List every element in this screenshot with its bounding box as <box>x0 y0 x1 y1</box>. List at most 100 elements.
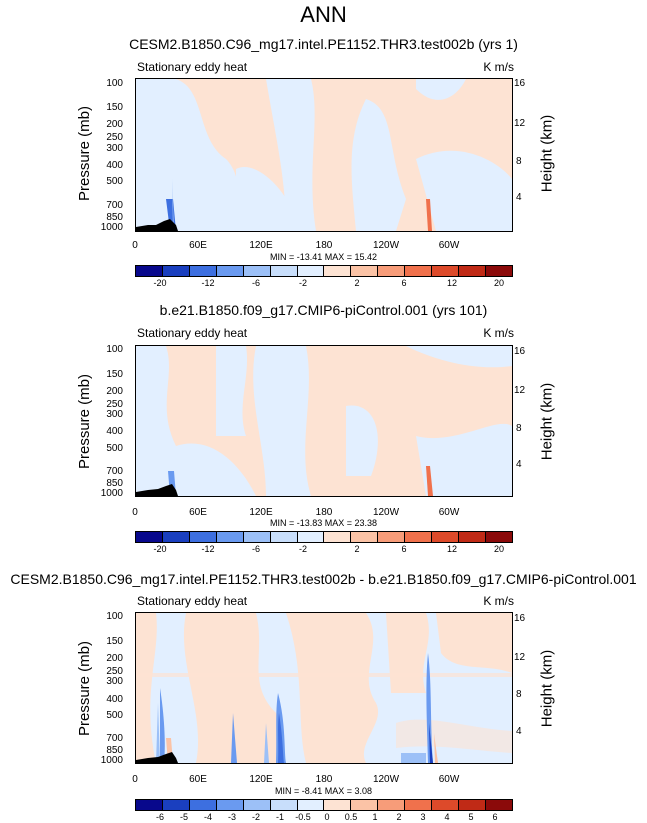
units-label: K m/s <box>483 60 514 74</box>
colorbar-swatch <box>162 266 190 276</box>
pressure-tick: 850 <box>106 212 123 223</box>
colorbar-swatch <box>485 532 512 542</box>
colorbar-swatch <box>324 266 352 276</box>
variable-label: Stationary eddy heat <box>137 60 248 74</box>
pressure-tick: 700 <box>106 733 123 744</box>
x-tick: 180 <box>315 240 333 251</box>
x-tick: 0 <box>132 774 138 785</box>
colorbar-swatch <box>216 266 244 276</box>
colorbar-swatch <box>189 266 217 276</box>
pressure-tick: 300 <box>106 143 123 154</box>
colorbar-label: -3 <box>227 812 236 822</box>
pressure-tick: 100 <box>106 611 123 622</box>
x-tick: 120E <box>249 507 273 518</box>
x-tick: 60E <box>189 240 207 251</box>
contour-plot <box>135 78 513 232</box>
min-max-label: MIN = -13.41 MAX = 15.42 <box>269 252 378 262</box>
colorbar-label: -6 <box>155 812 164 822</box>
pressure-tick: 700 <box>106 200 123 211</box>
colorbar-swatch <box>378 532 406 542</box>
colorbar-swatch <box>270 800 298 810</box>
colorbar-label: -20 <box>153 278 167 288</box>
x-tick: 60W <box>438 240 460 251</box>
pressure-tick: 100 <box>106 78 123 89</box>
colorbar-swatch <box>243 532 271 542</box>
colorbar-swatch <box>297 800 325 810</box>
colorbar-swatch <box>136 532 163 542</box>
pressure-tick: 1000 <box>100 488 123 499</box>
colorbar-label: -4 <box>203 812 212 822</box>
colorbar-label: 0.5 <box>344 812 358 822</box>
colorbar-label: -5 <box>179 812 188 822</box>
colorbar-label: 4 <box>444 812 450 822</box>
panel-title: CESM2.B1850.C96_mg17.intel.PE1152.THR3.t… <box>129 36 518 52</box>
colorbar-swatch <box>485 800 512 810</box>
x-tick: 120W <box>372 507 400 518</box>
y-axis-label-right: Height (km) <box>538 649 556 728</box>
pressure-tick: 500 <box>106 176 123 187</box>
contour-field <box>136 79 512 231</box>
colorbar-label: 6 <box>492 812 498 822</box>
colorbar-swatch <box>162 532 190 542</box>
min-max-label: MIN = -13.83 MAX = 23.38 <box>269 518 378 528</box>
colorbar-swatch <box>189 800 217 810</box>
pressure-tick: 500 <box>106 710 123 721</box>
colorbar-label: 20 <box>493 278 504 288</box>
height-tick: 8 <box>516 689 522 700</box>
pressure-tick: 250 <box>106 132 123 143</box>
pressure-tick: 200 <box>106 386 123 397</box>
colorbar-swatch <box>136 800 163 810</box>
height-tick: 16 <box>514 613 526 624</box>
contour-field <box>136 613 512 763</box>
panel-1: CESM2.B1850.C96_mg17.intel.PE1152.THR3.t… <box>0 0 647 290</box>
colorbar-swatch <box>459 532 486 542</box>
colorbar-swatch <box>351 532 379 542</box>
colorbar-label: 12 <box>446 544 457 554</box>
colorbar-swatch <box>136 266 163 276</box>
colorbar-swatch <box>351 800 379 810</box>
colorbar-swatch <box>189 532 217 542</box>
colorbar-label: 2 <box>396 812 402 822</box>
colorbar <box>135 531 513 543</box>
colorbar-swatch <box>216 532 244 542</box>
height-tick: 4 <box>516 459 522 470</box>
variable-label: Stationary eddy heat <box>137 594 248 608</box>
pressure-tick: 250 <box>106 666 123 677</box>
colorbar-swatch <box>459 266 486 276</box>
colorbar-label: -12 <box>201 278 215 288</box>
x-tick: 60E <box>189 507 207 518</box>
height-tick: 4 <box>516 192 522 203</box>
colorbar-swatch <box>324 532 352 542</box>
colorbar-label: -1 <box>275 812 284 822</box>
pressure-tick: 300 <box>106 409 123 420</box>
colorbar-swatch <box>405 266 433 276</box>
pressure-tick: 300 <box>106 676 123 687</box>
pressure-tick: 200 <box>106 653 123 664</box>
x-tick: 120W <box>372 240 400 251</box>
panel-title: b.e21.B1850.f09_g17.CMIP6-piControl.001 … <box>159 302 488 318</box>
min-max-label: MIN = -8.41 MAX = 3.08 <box>274 786 373 796</box>
x-tick: 0 <box>132 507 138 518</box>
colorbar-label: 6 <box>401 544 407 554</box>
colorbar-swatch <box>351 266 379 276</box>
height-tick: 12 <box>514 385 526 396</box>
height-tick: 8 <box>516 423 522 434</box>
colorbar-label: -6 <box>251 278 260 288</box>
units-label: K m/s <box>483 326 514 340</box>
colorbar-label: 3 <box>420 812 426 822</box>
colorbar-swatch <box>324 800 352 810</box>
colorbar-label: 1 <box>372 812 378 822</box>
pressure-tick: 400 <box>106 426 123 437</box>
colorbar-label: 20 <box>493 544 504 554</box>
colorbar-label: 0 <box>324 812 330 822</box>
colorbar-swatch <box>270 266 298 276</box>
colorbar-swatch <box>270 532 298 542</box>
units-label: K m/s <box>483 594 514 608</box>
colorbar-swatch <box>297 266 325 276</box>
colorbar-label: 2 <box>354 278 360 288</box>
colorbar-swatch <box>432 800 460 810</box>
colorbar-swatch <box>432 532 460 542</box>
pressure-tick: 150 <box>106 369 123 380</box>
colorbar-swatch <box>297 532 325 542</box>
